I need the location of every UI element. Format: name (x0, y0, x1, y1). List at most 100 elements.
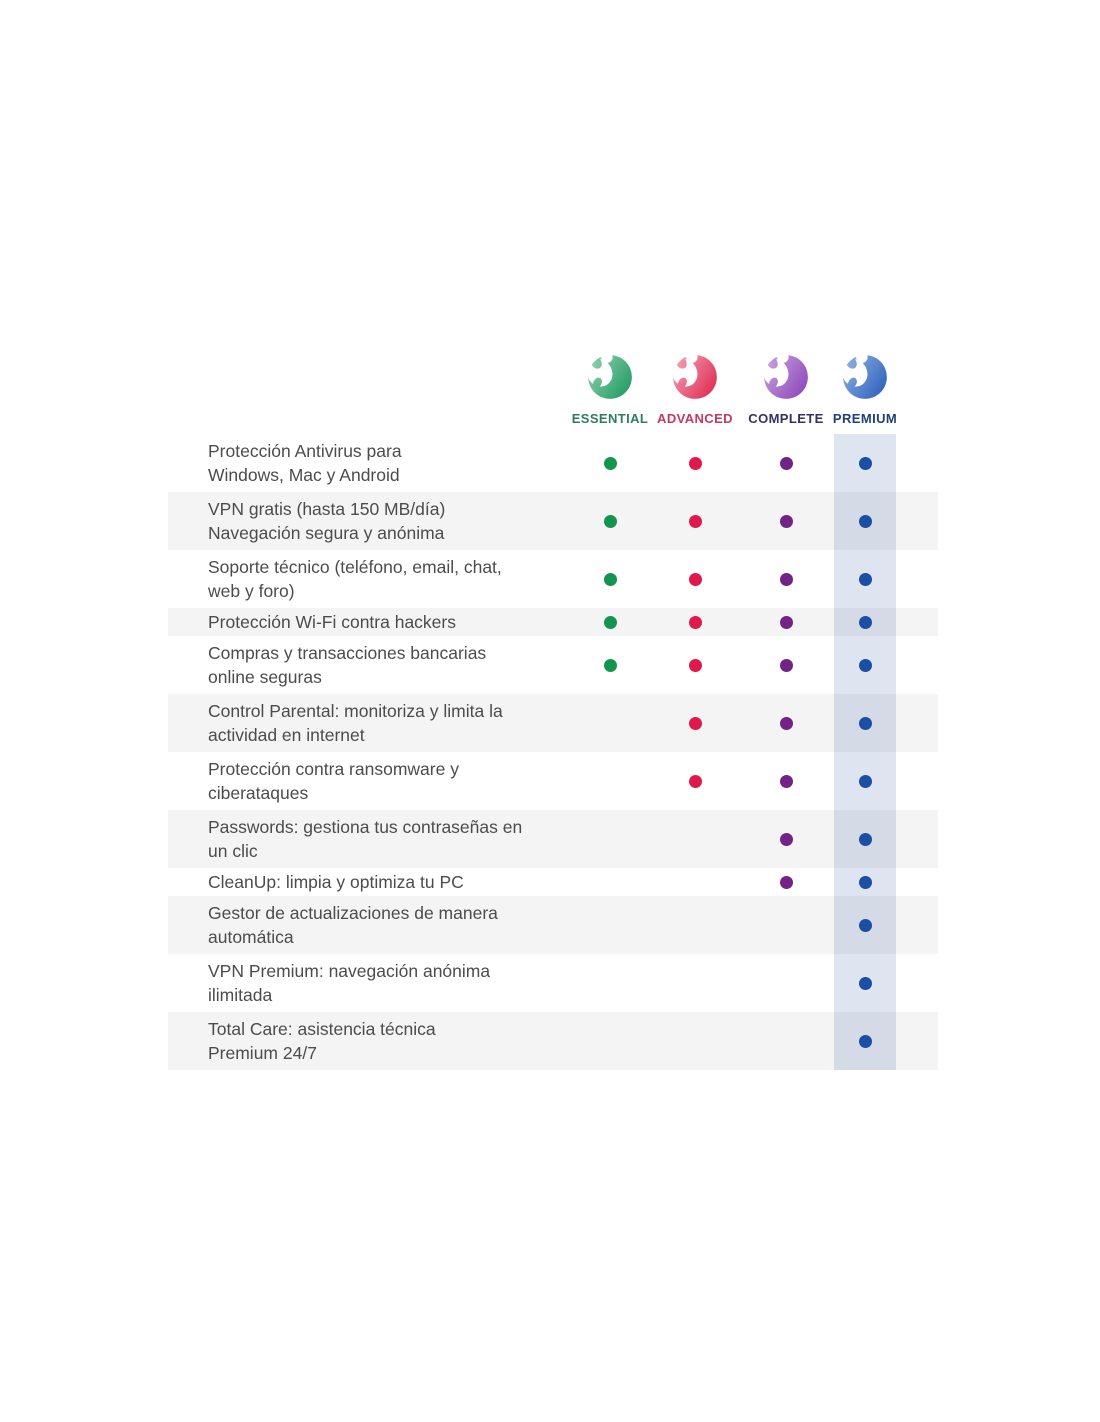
included-dot-premium (858, 658, 872, 672)
included-dot-complete (779, 774, 793, 788)
plan-label: ESSENTIAL (571, 411, 649, 426)
panda-logo-icon (585, 351, 635, 407)
included-dot-complete (779, 456, 793, 470)
empty-cell (568, 868, 652, 896)
included-dot-premium (858, 832, 872, 846)
feature-row: Protección Wi-Fi contra hackers (168, 608, 938, 636)
empty-cell (652, 1012, 738, 1070)
empty-cell (738, 1012, 834, 1070)
empty-cell (568, 752, 652, 810)
empty-cell (652, 810, 738, 868)
included-cell-essential (568, 434, 652, 492)
included-cell-premium (834, 810, 896, 868)
included-dot-complete (779, 716, 793, 730)
feature-text: Compras y transacciones bancarias online… (208, 643, 487, 687)
feature-text: Gestor de actualizaciones de manera auto… (208, 903, 498, 947)
included-dot-essential (603, 514, 617, 528)
included-cell-essential (568, 608, 652, 636)
included-cell-premium (834, 896, 896, 954)
included-cell-complete (738, 550, 834, 608)
feature-text: Protección contra ransomware y ciberataq… (208, 759, 459, 803)
included-dot-premium (858, 918, 872, 932)
included-cell-complete (738, 492, 834, 550)
included-cell-essential (568, 636, 652, 694)
feature-row: Total Care: asistencia técnica Premium 2… (168, 1012, 938, 1070)
panda-logo-icon (586, 351, 632, 399)
included-cell-premium (834, 1012, 896, 1070)
included-dot-premium (858, 572, 872, 586)
plan-label: ADVANCED (657, 411, 733, 426)
included-cell-advanced (652, 492, 738, 550)
included-dot-complete (779, 658, 793, 672)
included-dot-advanced (688, 615, 702, 629)
empty-cell (568, 1012, 652, 1070)
included-dot-premium (858, 514, 872, 528)
empty-cell (652, 896, 738, 954)
plan-header-essential: ESSENTIAL (568, 351, 652, 426)
included-cell-complete (738, 752, 834, 810)
included-dot-premium (858, 615, 872, 629)
included-cell-premium (834, 492, 896, 550)
empty-cell (568, 954, 652, 1012)
included-cell-premium (834, 550, 896, 608)
included-cell-advanced (652, 752, 738, 810)
empty-cell (568, 694, 652, 752)
panda-logo-icon (671, 351, 717, 399)
included-dot-advanced (688, 572, 702, 586)
empty-cell (568, 810, 652, 868)
feature-text: Soporte técnico (teléfono, email, chat, … (208, 557, 502, 601)
feature-text: Protección Antivirus para Windows, Mac y… (208, 441, 402, 485)
empty-cell (738, 896, 834, 954)
feature-row: Protección Antivirus para Windows, Mac y… (168, 434, 938, 492)
empty-cell (738, 954, 834, 1012)
empty-cell (568, 896, 652, 954)
included-dot-advanced (688, 456, 702, 470)
included-dot-premium (858, 875, 872, 889)
included-dot-complete (779, 514, 793, 528)
included-cell-premium (834, 434, 896, 492)
included-dot-premium (858, 976, 872, 990)
feature-text: VPN Premium: navegación anónima ilimitad… (208, 961, 491, 1005)
included-dot-premium (858, 716, 872, 730)
feature-text: Protección Wi-Fi contra hackers (208, 612, 456, 632)
included-dot-essential (603, 615, 617, 629)
included-cell-advanced (652, 550, 738, 608)
included-dot-premium (858, 774, 872, 788)
included-cell-premium (834, 954, 896, 1012)
included-cell-premium (834, 608, 896, 636)
panda-logo-icon (762, 351, 808, 399)
empty-cell (652, 868, 738, 896)
plan-header-premium: PREMIUM (832, 351, 898, 426)
panda-logo-icon (840, 351, 890, 407)
included-dot-complete (779, 572, 793, 586)
feature-text: VPN gratis (hasta 150 MB/día) Navegación… (208, 499, 446, 543)
included-cell-complete (738, 694, 834, 752)
feature-row: Soporte técnico (teléfono, email, chat, … (168, 550, 938, 608)
included-cell-complete (738, 636, 834, 694)
feature-row: Control Parental: monitoriza y limita la… (168, 694, 938, 752)
feature-row: Compras y transacciones bancarias online… (168, 636, 938, 694)
included-cell-advanced (652, 636, 738, 694)
feature-text: CleanUp: limpia y optimiza tu PC (208, 872, 464, 892)
included-dot-complete (779, 832, 793, 846)
feature-rows: Protección Antivirus para Windows, Mac y… (168, 434, 938, 1070)
included-cell-complete (738, 810, 834, 868)
plans-header: ESSENTIAL ADVANCED COMPLETE PREMIUM (168, 351, 938, 434)
included-cell-complete (738, 868, 834, 896)
included-dot-essential (603, 572, 617, 586)
feature-row: Protección contra ransomware y ciberataq… (168, 752, 938, 810)
feature-text: Passwords: gestiona tus contraseñas en u… (208, 817, 523, 861)
included-cell-premium (834, 868, 896, 896)
included-dot-advanced (688, 774, 702, 788)
included-dot-advanced (688, 514, 702, 528)
plan-header-complete: COMPLETE (738, 351, 834, 426)
feature-row: VPN gratis (hasta 150 MB/día) Navegación… (168, 492, 938, 550)
included-dot-essential (603, 456, 617, 470)
plan-label: PREMIUM (832, 411, 898, 426)
included-cell-complete (738, 434, 834, 492)
panda-logo-icon (761, 351, 811, 407)
included-dot-complete (779, 875, 793, 889)
feature-row: Passwords: gestiona tus contraseñas en u… (168, 810, 938, 868)
empty-cell (652, 954, 738, 1012)
